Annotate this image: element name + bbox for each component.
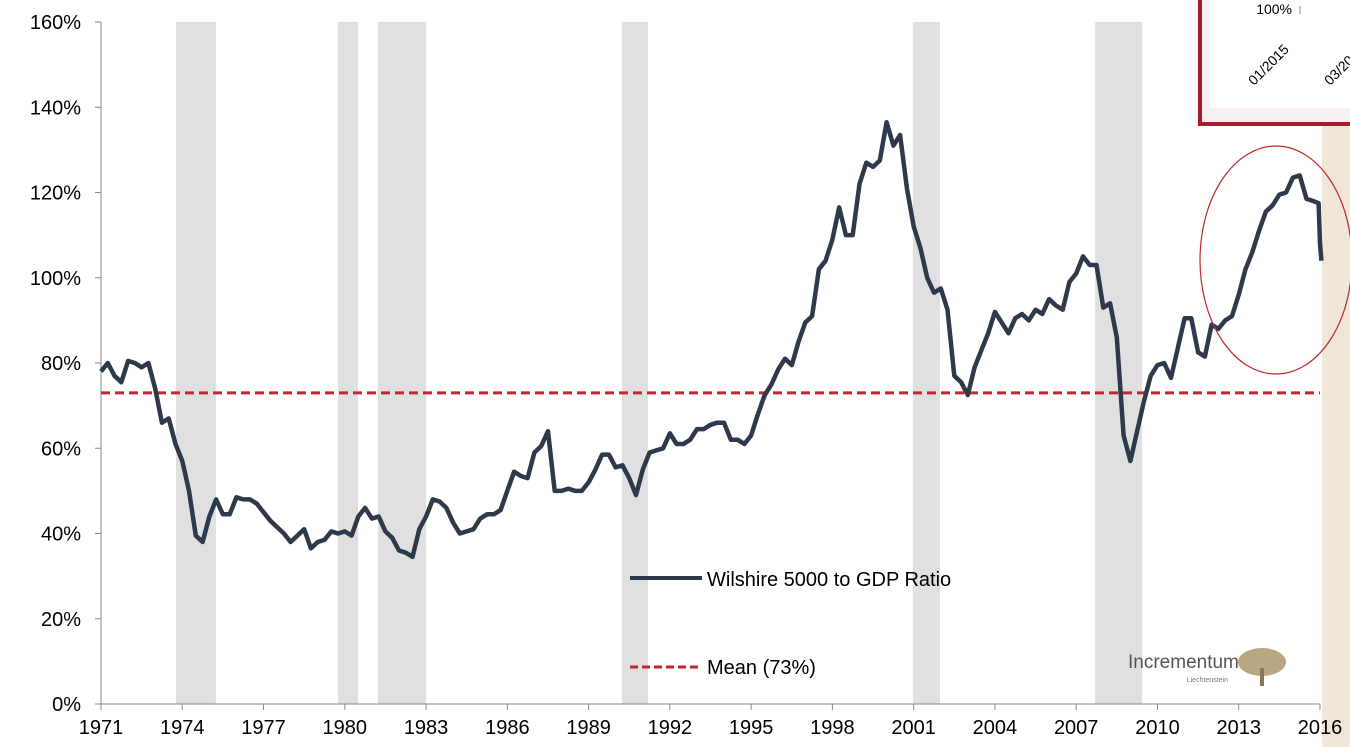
recession-band <box>913 22 940 704</box>
x-tick-label: 1995 <box>729 717 774 739</box>
x-tick-label: 1974 <box>160 717 205 739</box>
y-tick-label: 120% <box>30 183 81 205</box>
x-tick-label: 2016 <box>1298 717 1343 739</box>
x-tick-label: 1998 <box>810 717 855 739</box>
recession-band <box>622 22 648 704</box>
x-tick-label: 2001 <box>891 717 936 739</box>
recession-band <box>176 22 216 704</box>
recession-band <box>338 22 358 704</box>
y-tick-label: 40% <box>41 524 81 546</box>
inset: 100% 01/2015 03/2015 <box>1200 0 1350 124</box>
x-tick-label: 1983 <box>404 717 449 739</box>
legend: Wilshire 5000 to GDP Ratio Mean (73%) <box>630 569 951 679</box>
x-tick-label: 2013 <box>1216 717 1261 739</box>
axes: 0% 20% 40% 60% 80% 100% 120% 140% 160% 1971 1974 19… <box>30 12 1342 739</box>
y-tick-label: 0% <box>52 694 81 716</box>
x-tick-label: 1971 <box>79 717 124 739</box>
x-tick-label: 1980 <box>323 717 368 739</box>
y-tick-label: 20% <box>41 609 81 631</box>
chart: 0% 20% 40% 60% 80% 100% 120% 140% 160% 1971 1974 19… <box>0 0 1350 747</box>
x-tick-label: 2007 <box>1054 717 1099 739</box>
x-tick-label: 1992 <box>648 717 693 739</box>
x-tick-label: 2010 <box>1135 717 1180 739</box>
logo-name: Incrementum <box>1128 652 1239 673</box>
logo-trunk <box>1260 668 1264 686</box>
y-tick-label: 80% <box>41 353 81 375</box>
logo: Incrementum Liechtenstein <box>1128 648 1286 686</box>
x-tick-label: 1986 <box>485 717 530 739</box>
y-tick-label: 100% <box>30 268 81 290</box>
y-tick-label: 140% <box>30 97 81 119</box>
legend-label: Wilshire 5000 to GDP Ratio <box>707 569 951 591</box>
x-tick-label: 1989 <box>566 717 611 739</box>
y-tick-label: 160% <box>30 12 81 34</box>
recession-band <box>378 22 426 704</box>
y-tick-label: 60% <box>41 438 81 460</box>
x-tick-label: 2004 <box>973 717 1018 739</box>
inset-tick-label: 100% <box>1256 1 1292 17</box>
page: {"chart_data": { "type": "line", "x": [1… <box>0 0 1350 747</box>
logo-subtitle: Liechtenstein <box>1187 677 1228 684</box>
legend-label: Mean (73%) <box>707 657 816 679</box>
x-tick-label: 1977 <box>241 717 286 739</box>
recession-bands <box>176 22 1142 704</box>
